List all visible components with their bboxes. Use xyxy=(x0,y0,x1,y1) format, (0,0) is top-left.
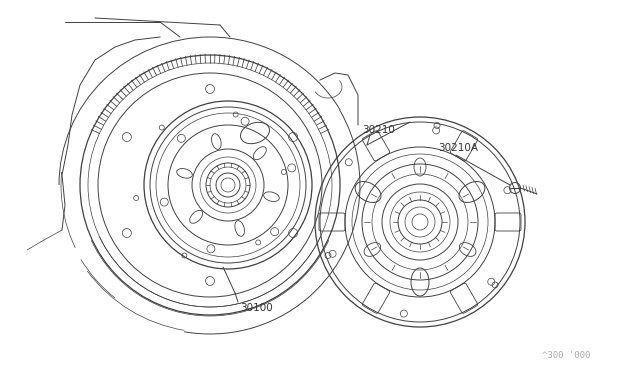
Text: 30210A: 30210A xyxy=(438,143,478,153)
Text: 30100: 30100 xyxy=(240,303,273,313)
Text: 30210: 30210 xyxy=(362,125,395,135)
Text: ^300 '000: ^300 '000 xyxy=(541,351,590,360)
